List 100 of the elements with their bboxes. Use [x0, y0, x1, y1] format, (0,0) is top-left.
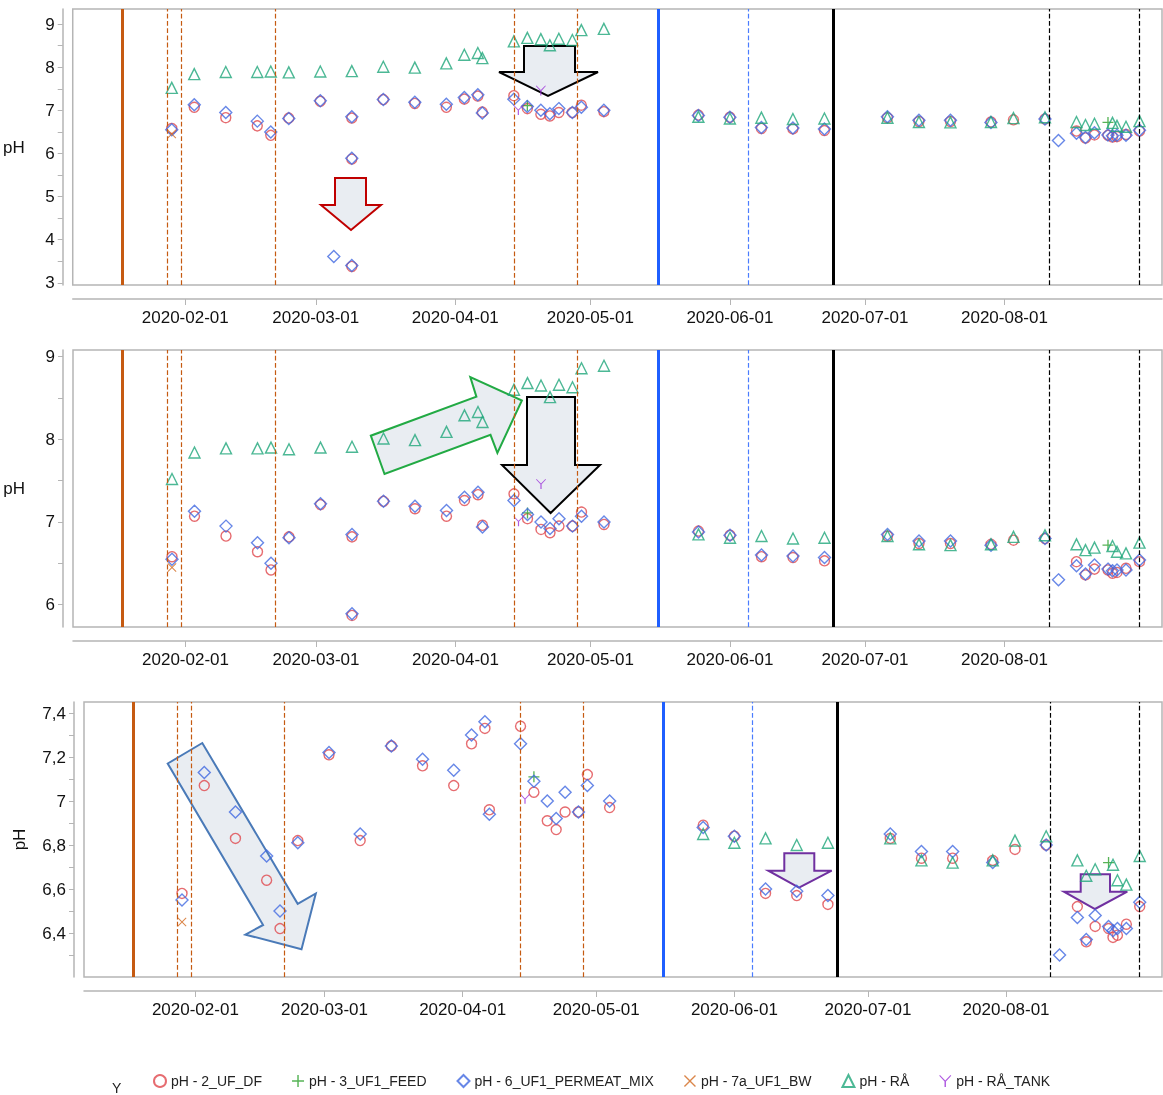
point	[345, 527, 359, 542]
point	[1102, 539, 1114, 551]
point	[482, 807, 497, 821]
point	[1007, 530, 1020, 544]
point	[543, 39, 557, 52]
point	[1051, 133, 1066, 148]
point	[228, 805, 243, 819]
point	[314, 65, 327, 78]
point	[219, 519, 233, 533]
point	[755, 529, 768, 543]
point	[345, 64, 358, 78]
point	[566, 381, 579, 394]
x-tick-label: 2020-05-01	[552, 1000, 640, 1019]
point	[527, 774, 541, 788]
point	[755, 111, 768, 124]
point	[543, 390, 557, 404]
x-tick-label: 2020-04-01	[411, 308, 499, 327]
point	[1039, 830, 1053, 843]
x-tick-label: 2020-04-01	[419, 1000, 507, 1019]
point	[758, 882, 773, 896]
point	[580, 778, 595, 793]
point	[534, 32, 548, 46]
x-tick-label: 2020-06-01	[686, 308, 774, 327]
y-axis-title: pH	[3, 479, 25, 498]
y-tick-label: 5	[45, 187, 55, 207]
x-tick-label: 2020-06-01	[686, 650, 774, 669]
point	[552, 101, 566, 116]
point	[534, 103, 548, 118]
y-tick-label: 7,4	[42, 703, 66, 723]
point	[581, 768, 594, 781]
point	[1088, 863, 1102, 876]
y-tick-label: 6	[45, 143, 55, 163]
point	[535, 85, 546, 96]
x-tick-label: 2020-02-01	[141, 308, 229, 327]
point	[521, 31, 534, 45]
point	[1119, 120, 1133, 133]
point	[282, 66, 295, 79]
point	[945, 844, 960, 859]
point	[1080, 869, 1093, 882]
point	[1079, 932, 1093, 947]
point	[1089, 920, 1101, 933]
point	[282, 443, 296, 456]
point	[696, 827, 710, 841]
x-tick-label: 2020-03-01	[272, 650, 360, 669]
point	[574, 100, 589, 115]
point	[259, 849, 274, 863]
point	[264, 441, 278, 454]
point	[1102, 116, 1114, 128]
point	[552, 32, 566, 45]
x-tick-label: 2020-03-01	[272, 308, 360, 327]
point	[528, 771, 540, 783]
point	[476, 51, 489, 65]
y-tick-label: 8	[45, 57, 55, 77]
y-tick-label: 4	[45, 230, 55, 250]
point	[1106, 858, 1120, 871]
point	[471, 405, 485, 419]
point	[540, 794, 554, 808]
point	[165, 81, 178, 95]
point	[377, 432, 390, 445]
point	[188, 446, 201, 459]
point	[264, 556, 278, 571]
x-tick-label: 2020-06-01	[690, 1000, 778, 1019]
point	[1069, 559, 1084, 573]
point	[458, 409, 471, 422]
point	[219, 65, 232, 79]
point	[478, 715, 492, 729]
point	[440, 425, 453, 439]
point	[536, 478, 546, 489]
point	[575, 23, 588, 37]
x-tick-label: 2020-03-01	[281, 1000, 369, 1019]
point	[197, 765, 211, 780]
point	[447, 763, 461, 777]
point	[543, 521, 557, 536]
x-tick-label: 2020-08-01	[961, 650, 1048, 669]
y-tick-label: 7	[56, 791, 66, 811]
x-tick-label: 2020-08-01	[960, 308, 1048, 327]
point	[1110, 119, 1124, 133]
point	[458, 48, 471, 61]
point	[728, 836, 741, 849]
point	[457, 490, 472, 504]
y-tick-label: 6,8	[42, 835, 66, 855]
point	[552, 511, 566, 526]
point	[521, 376, 534, 390]
point	[448, 779, 460, 792]
x-tick-label: 2020-07-01	[821, 308, 909, 327]
point	[818, 531, 831, 544]
point	[1008, 834, 1022, 847]
y-axis-title: pH	[3, 137, 25, 157]
point	[187, 504, 202, 518]
point	[559, 806, 571, 818]
y-tick-label: 7,2	[42, 747, 66, 767]
x-tick-label: 2020-05-01	[546, 308, 634, 327]
point	[558, 785, 572, 799]
point	[759, 832, 772, 845]
point	[914, 844, 929, 859]
point	[327, 249, 341, 264]
x-tick-label: 2020-07-01	[821, 650, 909, 669]
point	[574, 509, 589, 523]
x-tick-label: 2020-02-01	[151, 1000, 239, 1019]
point	[251, 65, 264, 79]
